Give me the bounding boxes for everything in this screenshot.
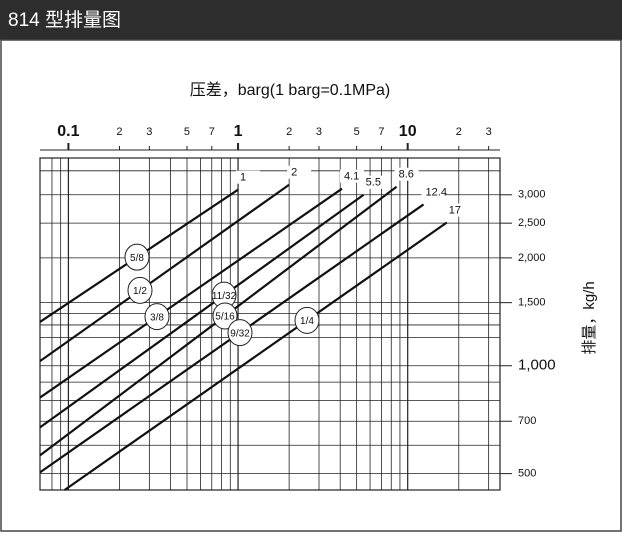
x-tick-label: 7 xyxy=(378,126,384,138)
series-line xyxy=(39,183,290,363)
y-tick-label: 3,000 xyxy=(518,189,546,201)
end-label-bg xyxy=(287,165,312,179)
y-tick-label: 700 xyxy=(518,415,536,427)
end-label: 12.4 xyxy=(426,186,447,198)
end-label-bg xyxy=(444,203,469,217)
chart-title: 814 型排量图 xyxy=(8,9,121,31)
end-label-bg xyxy=(394,167,419,181)
series-name: 5/8 xyxy=(130,253,144,264)
y-tick-label: 1,000 xyxy=(518,357,556,374)
end-label-bg xyxy=(340,169,365,183)
x-tick-label: 5 xyxy=(184,126,190,138)
frame xyxy=(0,39,622,532)
header-bar xyxy=(0,0,622,40)
size-badge xyxy=(124,243,150,271)
size-badge xyxy=(227,319,253,347)
y-tick-label: 1,500 xyxy=(518,297,546,309)
x-tick-label: 2 xyxy=(456,126,462,138)
x-tick-label: 2 xyxy=(116,126,122,138)
end-label: 5.5 xyxy=(366,177,381,189)
x-tick-label: 2 xyxy=(286,126,292,138)
series-line xyxy=(39,187,343,399)
x-tick-label: 3 xyxy=(146,126,152,138)
series-name: 3/8 xyxy=(150,312,164,323)
x-tick-label: 5 xyxy=(354,126,360,138)
x-tick-label: 1 xyxy=(234,123,243,140)
end-label-bg xyxy=(421,185,446,199)
series-line xyxy=(64,221,448,491)
series-name: 5/16 xyxy=(215,312,235,323)
x-tick-label: 3 xyxy=(486,126,492,138)
size-badge xyxy=(294,306,320,334)
end-label: 1 xyxy=(240,172,246,184)
end-label-bg xyxy=(361,175,386,189)
plot-frame xyxy=(39,157,501,491)
series-line xyxy=(39,193,365,429)
end-label: 4.1 xyxy=(344,171,359,183)
size-badge xyxy=(212,302,238,330)
series-name: 9/32 xyxy=(230,328,250,339)
end-label: 8.6 xyxy=(399,169,414,181)
end-label: 17 xyxy=(449,204,461,216)
size-badge xyxy=(127,276,153,304)
series-name: 1/2 xyxy=(133,286,147,297)
series-name: 1/4 xyxy=(300,316,314,327)
size-badge xyxy=(144,303,170,331)
x-tick-label: 10 xyxy=(399,123,417,140)
y-axis-title: 排量，kg/h xyxy=(581,281,598,354)
x-axis-title: 压差，barg(1 barg=0.1MPa) xyxy=(190,81,391,99)
end-label-bg xyxy=(236,170,261,184)
series-name: 11/32 xyxy=(212,291,237,302)
x-tick-label: 3 xyxy=(316,126,322,138)
y-tick-label: 2,500 xyxy=(518,217,546,229)
y-tick-label: 500 xyxy=(518,468,536,480)
end-label: 2 xyxy=(291,167,297,179)
x-tick-label: 7 xyxy=(209,126,215,138)
y-tick-label: 2,000 xyxy=(518,252,546,264)
x-tick-label: 0.1 xyxy=(57,123,79,140)
